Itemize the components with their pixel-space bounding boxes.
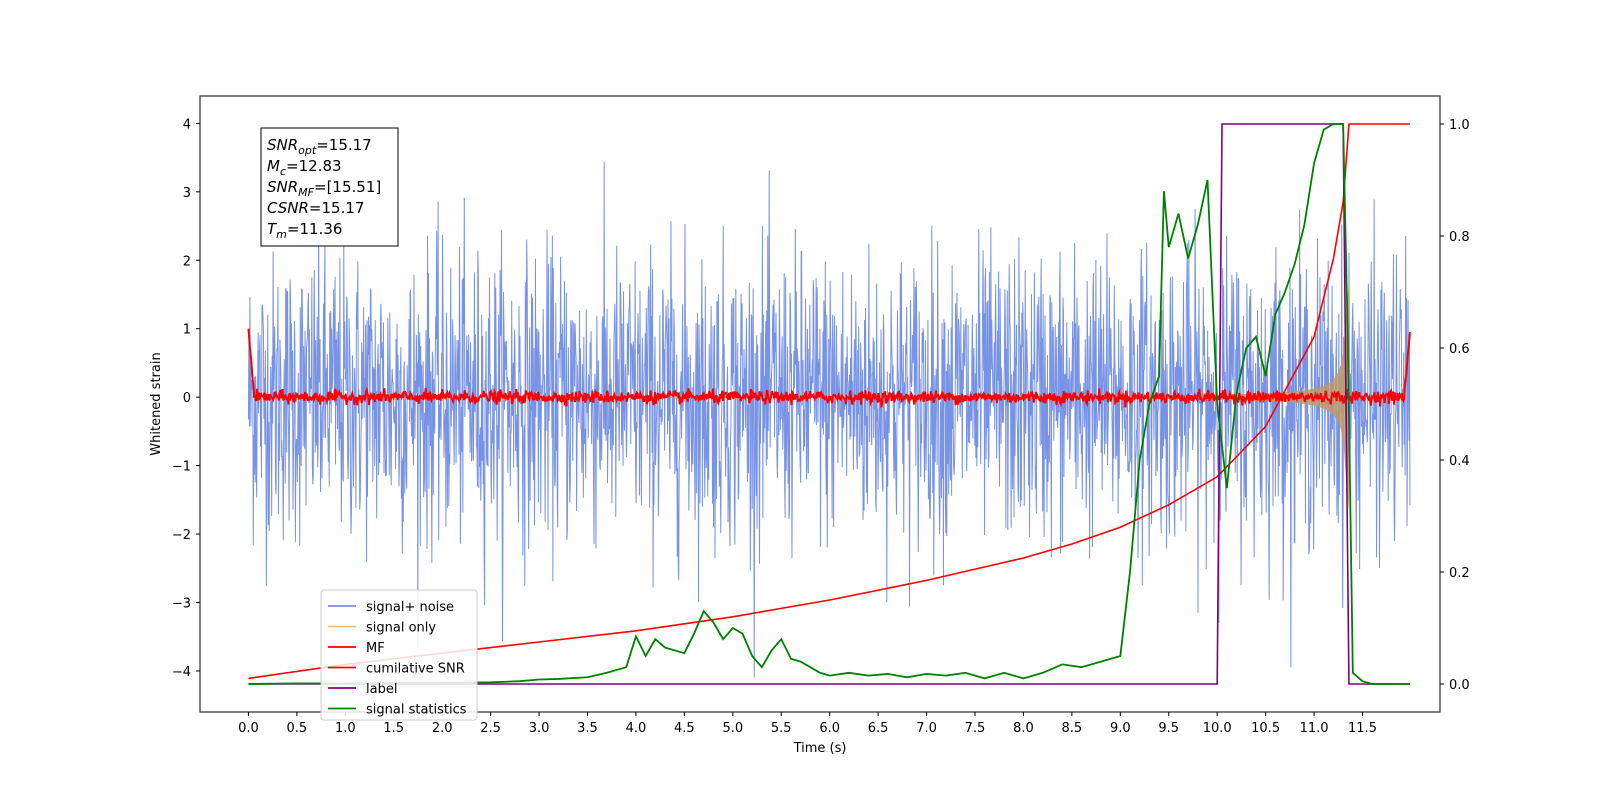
legend-label: label xyxy=(366,682,397,697)
x-tick-label: 5.5 xyxy=(771,721,792,736)
legend-label: signal only xyxy=(366,621,436,636)
x-tick-label: 1.0 xyxy=(335,721,356,736)
y-tick-label: 3 xyxy=(183,186,191,201)
info-line: CSNR=15.17 xyxy=(267,199,364,217)
x-tick-label: 2.0 xyxy=(432,721,453,736)
x-tick-label: 6.0 xyxy=(819,721,840,736)
x-tick-label: 9.5 xyxy=(1158,721,1179,736)
series-signal-only xyxy=(248,281,1349,513)
y-tick-label: 4 xyxy=(183,117,191,132)
legend-label: signal+ noise xyxy=(366,600,454,615)
y-right-tick-label: 0.8 xyxy=(1449,230,1470,245)
left-axis-ticks: 4 3 2 1 0 −1 −2 −3 −4 xyxy=(172,117,200,680)
series-signal-statistics xyxy=(248,123,1410,685)
y-tick-label: 0 xyxy=(183,391,191,406)
x-tick-label: 11.5 xyxy=(1348,721,1377,736)
info-line: Mc=12.83 xyxy=(267,157,342,178)
y-tick-label: 2 xyxy=(183,254,191,269)
legend-label: MF xyxy=(366,641,385,656)
y-right-tick-label: 1.0 xyxy=(1449,118,1470,133)
series-cumilative-snr xyxy=(248,123,1410,680)
x-tick-label: 3.0 xyxy=(529,721,550,736)
info-line: SNRMF=[15.51] xyxy=(267,178,381,199)
x-tick-label: 2.5 xyxy=(480,721,501,736)
x-axis-label: Time (s) xyxy=(793,741,847,756)
right-axis-ticks: 1.0 0.8 0.6 0.4 0.2 0.0 xyxy=(1440,118,1470,693)
x-tick-label: 5.0 xyxy=(722,721,743,736)
legend: signal+ noise signal only MF cumilative SNR… xyxy=(320,589,478,721)
x-axis-ticks: 0.0 0.5 1.0 1.5 2.0 2.5 3.0 3.5 4.0 4.5 5.0 5.5 6.0 6… xyxy=(238,712,1377,736)
y-axis-label: Whitened strain xyxy=(149,352,164,455)
x-tick-label: 9.0 xyxy=(1110,721,1131,736)
info-line: SNRopt=15.17 xyxy=(267,136,372,157)
y-right-tick-label: 0.4 xyxy=(1449,454,1470,469)
x-tick-label: 7.0 xyxy=(916,721,937,736)
x-tick-label: 8.0 xyxy=(1013,721,1034,736)
y-tick-label: −1 xyxy=(172,460,191,475)
x-tick-label: 7.5 xyxy=(965,721,986,736)
y-right-tick-label: 0.6 xyxy=(1449,342,1470,357)
x-tick-label: 4.5 xyxy=(674,721,695,736)
x-tick-label: 10.5 xyxy=(1251,721,1280,736)
x-tick-label: 4.0 xyxy=(626,721,647,736)
info-line: Tm=11.36 xyxy=(267,220,342,241)
info-box: SNRopt=15.17Mc=12.83SNRMF=[15.51]CSNR=15… xyxy=(260,127,399,247)
y-right-tick-label: 0.2 xyxy=(1449,566,1470,581)
series-label xyxy=(248,123,1410,685)
x-tick-label: 8.5 xyxy=(1062,721,1083,736)
x-tick-label: 6.5 xyxy=(868,721,889,736)
x-tick-label: 3.5 xyxy=(577,721,598,736)
x-tick-label: 0.5 xyxy=(287,721,308,736)
x-tick-label: 10.0 xyxy=(1203,721,1232,736)
y-tick-label: −2 xyxy=(172,528,191,543)
x-tick-label: 0.0 xyxy=(238,721,259,736)
y-right-tick-label: 0.0 xyxy=(1449,678,1470,693)
x-tick-label: 1.5 xyxy=(383,721,404,736)
plot-frame xyxy=(199,95,1441,713)
y-tick-label: −4 xyxy=(172,665,191,680)
y-tick-label: −3 xyxy=(172,596,191,611)
legend-label: signal statistics xyxy=(366,703,467,718)
legend-label: cumilative SNR xyxy=(366,662,465,677)
y-tick-label: 1 xyxy=(183,323,191,338)
series-signal-plus-noise xyxy=(247,161,1411,678)
x-tick-label: 11.0 xyxy=(1300,721,1329,736)
